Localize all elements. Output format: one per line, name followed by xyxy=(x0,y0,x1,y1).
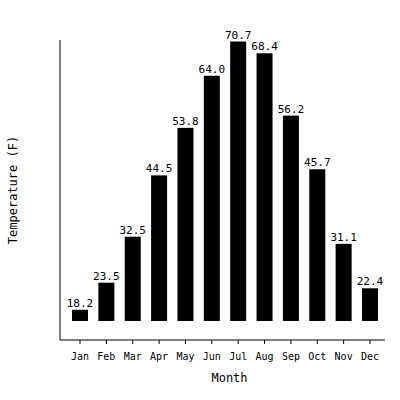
x-tick xyxy=(159,340,160,344)
data-label: 44.5 xyxy=(146,162,173,175)
chart: 18.2 23.5 32.5 44.5 53.8 64.0 70.768.4 56.2 45.7… xyxy=(0,0,400,400)
x-tick xyxy=(238,340,239,344)
data-label: 56.2 xyxy=(278,103,305,116)
bar xyxy=(257,53,273,321)
data-label: 70.7 xyxy=(225,29,252,42)
bar xyxy=(309,169,325,321)
x-tick xyxy=(290,340,291,344)
bar xyxy=(72,310,88,321)
data-label: 53.8 xyxy=(172,115,199,128)
x-tick xyxy=(106,340,107,344)
bar xyxy=(177,128,193,321)
x-tick-label: Jan xyxy=(71,351,89,362)
x-tick-label: Jun xyxy=(203,351,221,362)
bar xyxy=(336,244,352,321)
bar xyxy=(98,283,114,321)
bars xyxy=(72,42,378,321)
bar xyxy=(125,237,141,321)
x-tick xyxy=(80,340,81,344)
data-label: 68.4 xyxy=(251,40,278,53)
x-tick xyxy=(185,340,186,344)
x-tick xyxy=(132,340,133,344)
x-axis xyxy=(60,340,385,341)
data-label: 45.7 xyxy=(304,156,331,169)
bar xyxy=(362,288,378,321)
x-tick-label: Oct xyxy=(308,351,326,362)
bar xyxy=(230,42,246,321)
x-tick xyxy=(343,340,344,344)
data-label: 23.5 xyxy=(93,270,120,283)
x-tick-label: Aug xyxy=(256,351,274,362)
x-tick xyxy=(370,340,371,344)
data-label: 31.1 xyxy=(330,231,357,244)
x-tick-label: Feb xyxy=(97,351,115,362)
data-label: 64.0 xyxy=(199,63,226,76)
x-tick xyxy=(264,340,265,344)
bar xyxy=(151,175,167,321)
x-tick-label: Dec xyxy=(361,351,379,362)
x-tick-label: Apr xyxy=(150,351,168,362)
x-axis-label: Month xyxy=(211,371,247,385)
x-tick-label: Sep xyxy=(282,351,300,362)
bar xyxy=(204,76,220,321)
data-label: 18.2 xyxy=(67,297,94,310)
x-tick xyxy=(317,340,318,344)
bar xyxy=(283,116,299,321)
data-label: 32.5 xyxy=(119,224,146,237)
x-tick-label: May xyxy=(176,351,194,362)
x-tick xyxy=(211,340,212,344)
x-tick-label: Jul xyxy=(229,351,247,362)
y-axis-label: Temperature (F) xyxy=(6,136,20,244)
x-tick-label: Nov xyxy=(335,351,353,362)
y-axis xyxy=(60,40,61,340)
x-tick-label: Mar xyxy=(124,351,142,362)
data-label: 22.4 xyxy=(357,275,384,288)
